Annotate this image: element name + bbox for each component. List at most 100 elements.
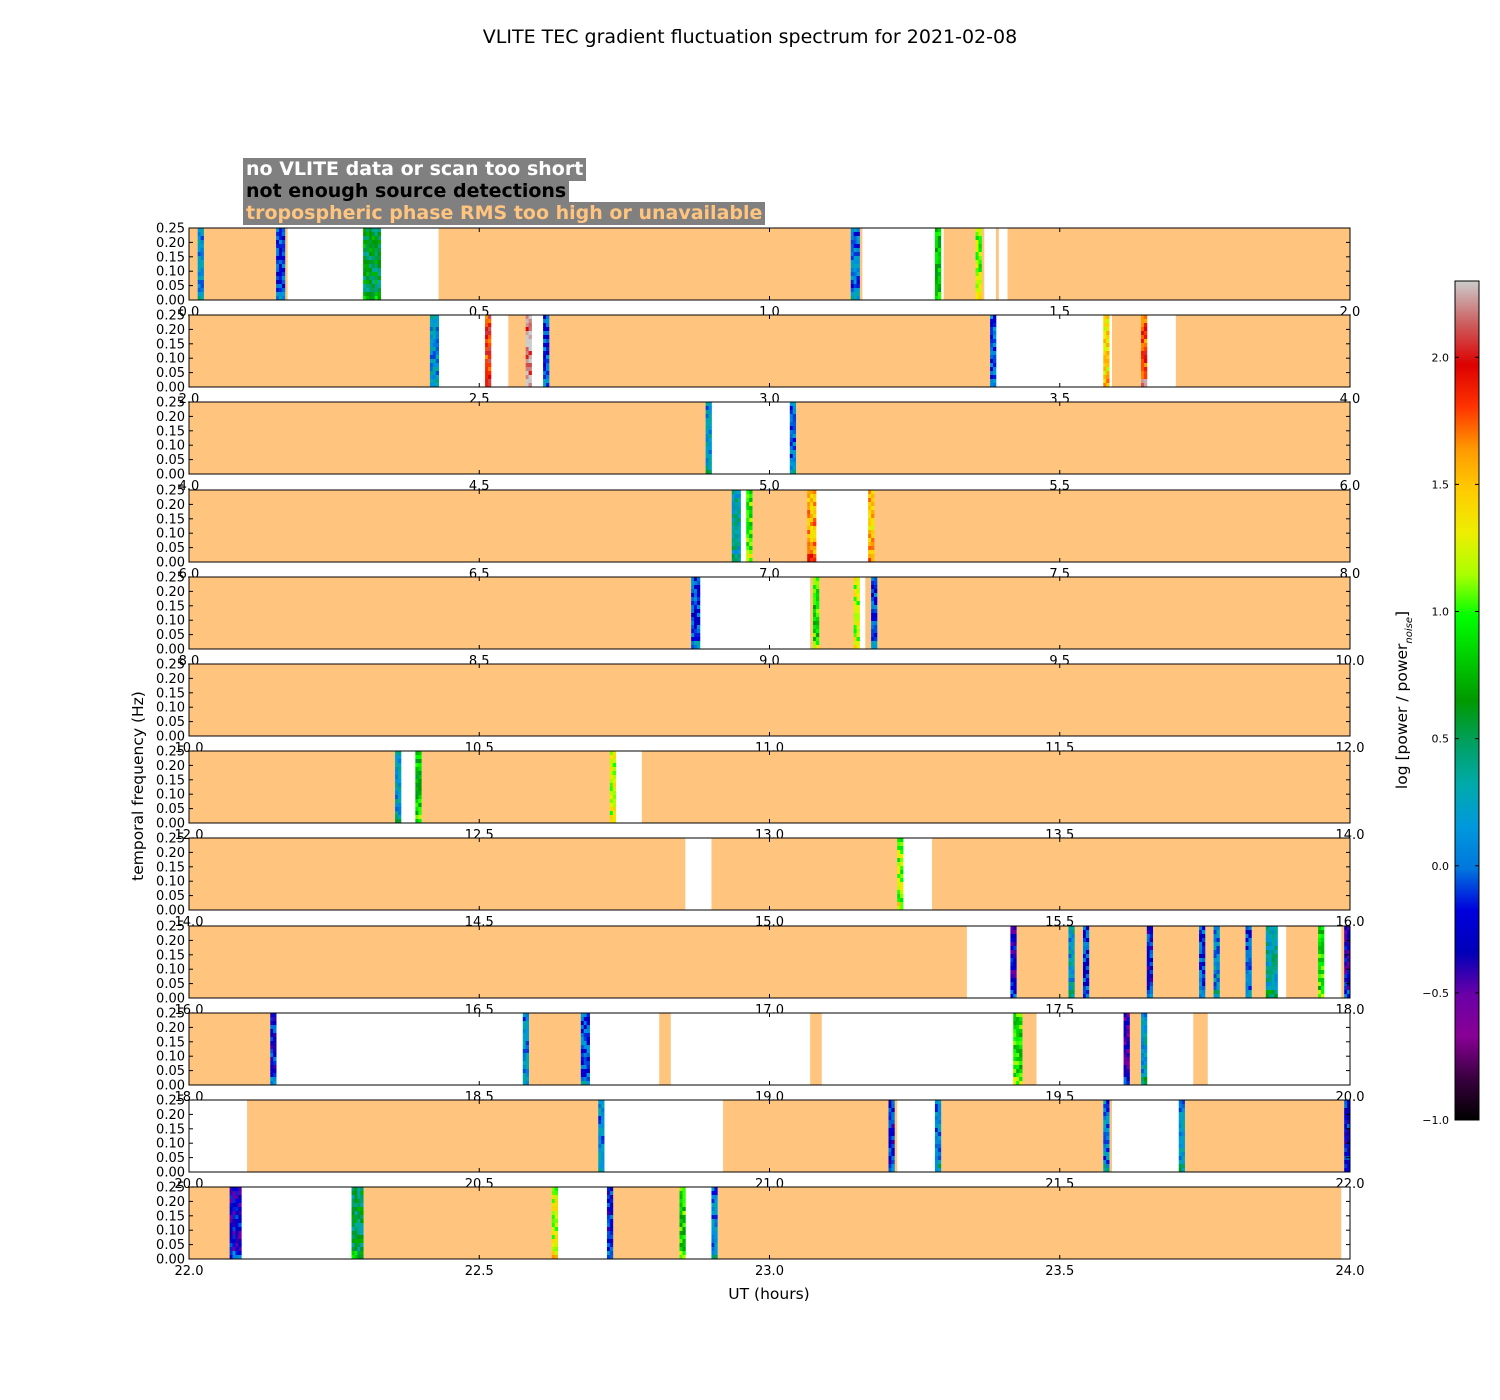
spectrum-cell: [1216, 958, 1220, 963]
spectrum-cell: [813, 538, 817, 543]
gap-segment: [1036, 1013, 1124, 1085]
spectrum-cell: [1347, 1120, 1351, 1125]
spectrum-cell: [1085, 938, 1090, 943]
spectrum-cell: [853, 609, 857, 614]
spectrum-cell: [1106, 319, 1110, 324]
spectrum-cell: [850, 252, 855, 257]
spectrum-cell: [900, 894, 904, 899]
spectrum-cell: [1010, 950, 1014, 955]
spectrum-cell: [278, 228, 283, 233]
spectrum-cell: [679, 1211, 683, 1216]
panels-group: 0.000.050.100.150.200.250.0 0.5 1.0 1.5 2.00…: [156, 222, 1364, 1280]
spectrum-cell: [679, 1191, 683, 1196]
spectrum-cell: [1143, 1037, 1148, 1042]
spectrum-cell: [1013, 978, 1017, 983]
spectrum-cell: [975, 248, 979, 253]
spectrum-cell: [281, 228, 286, 233]
spectrum-cell: [749, 506, 753, 511]
spectrum-cell: [612, 787, 617, 792]
spectrum-cell: [900, 882, 904, 887]
spectrum-cell: [612, 795, 617, 800]
spectrum-cell: [897, 850, 901, 855]
spectrum-cell: [374, 236, 379, 241]
spectrum-cell: [813, 522, 817, 527]
spectrum-cell: [813, 534, 817, 539]
spectrum-cell: [1181, 1160, 1185, 1165]
spectrum-cell: [1143, 1033, 1148, 1038]
spectrum-cell: [270, 1049, 274, 1054]
spectrum-cell: [525, 1077, 529, 1082]
spectrum-cell: [1019, 1053, 1023, 1058]
spectrum-cell: [235, 1211, 239, 1216]
scan-column: [705, 402, 712, 475]
spectrum-cell: [395, 795, 399, 800]
spectrum-cell: [871, 629, 875, 634]
spectrum-cell: [1347, 986, 1351, 991]
spectrum-cell: [1126, 1073, 1130, 1078]
spectrum-cell: [853, 637, 857, 642]
spectrum-cell: [395, 787, 399, 792]
spectrum-cell: [734, 542, 738, 547]
spectrum-cell: [1216, 926, 1220, 931]
spectrum-cell: [853, 232, 857, 237]
spectrum-cell: [273, 1061, 277, 1066]
y-tick-label: 0.25: [156, 1007, 185, 1022]
scan-column: [276, 228, 286, 301]
spectrum-cell: [1268, 990, 1273, 995]
spectrum-cell: [1013, 1045, 1017, 1050]
spectrum-cell: [485, 315, 489, 320]
gap-segment: [998, 228, 1008, 300]
spectrum-cell: [934, 1100, 939, 1105]
spectrum-cell: [586, 1049, 590, 1054]
spectrum-cell: [1126, 1049, 1130, 1054]
spectrum-cell: [815, 641, 820, 646]
spectrum-cell: [1143, 1045, 1148, 1050]
spectrum-cell: [900, 878, 904, 883]
spectrum-cell: [975, 268, 979, 273]
spectrum-cell: [934, 272, 939, 277]
spectrum-cell: [415, 795, 419, 800]
spectrum-cell: [435, 347, 440, 352]
spectrum-cell: [1347, 958, 1351, 963]
spectrum-cell: [815, 601, 820, 606]
spectrum-cell: [232, 1239, 236, 1244]
spectrum-cell: [435, 323, 440, 328]
spectrum-cell: [873, 625, 878, 630]
spectrum-cell: [934, 1108, 939, 1113]
panel-4: 0.000.050.100.150.200.258.0 8.5 9.0 9.5 10.0: [156, 571, 1364, 670]
spectrum-cell: [1126, 1077, 1130, 1082]
spectrum-cell: [273, 1053, 277, 1058]
spectrum-cell: [810, 554, 814, 559]
spectrum-cell: [900, 854, 904, 859]
spectrum-cell: [1085, 930, 1090, 935]
spectrum-cell: [1199, 946, 1203, 951]
spectrum-cell: [395, 779, 399, 784]
spectrum-cell: [691, 581, 695, 586]
spectrum-cell: [432, 363, 437, 368]
spectrum-cell: [487, 379, 492, 384]
spectrum-cell: [937, 1140, 942, 1145]
spectrum-cell: [937, 288, 942, 293]
spectrum-cell: [357, 1219, 361, 1224]
spectrum-cell: [551, 1239, 556, 1244]
spectrum-cell: [360, 1235, 364, 1240]
spectrum-cell: [1082, 970, 1087, 975]
spectrum-cell: [397, 799, 402, 804]
spectrum-cell: [696, 637, 701, 642]
spectrum-cell: [554, 1243, 559, 1248]
scan-column: [868, 490, 875, 563]
spectrum-cell: [1178, 1124, 1183, 1129]
spectrum-cell: [580, 1033, 585, 1038]
spectrum-cell: [682, 1191, 686, 1196]
spectrum-cell: [598, 1144, 602, 1149]
spectrum-cell: [1068, 954, 1072, 959]
spectrum-cell: [583, 1073, 588, 1078]
spectrum-cell: [238, 1247, 242, 1252]
spectrum-cell: [371, 280, 376, 285]
spectrum-cell: [485, 339, 489, 344]
spectrum-cell: [229, 1211, 233, 1216]
spectrum-cell: [371, 232, 376, 237]
flag-background: [189, 751, 1350, 823]
spectrum-cell: [543, 379, 547, 384]
